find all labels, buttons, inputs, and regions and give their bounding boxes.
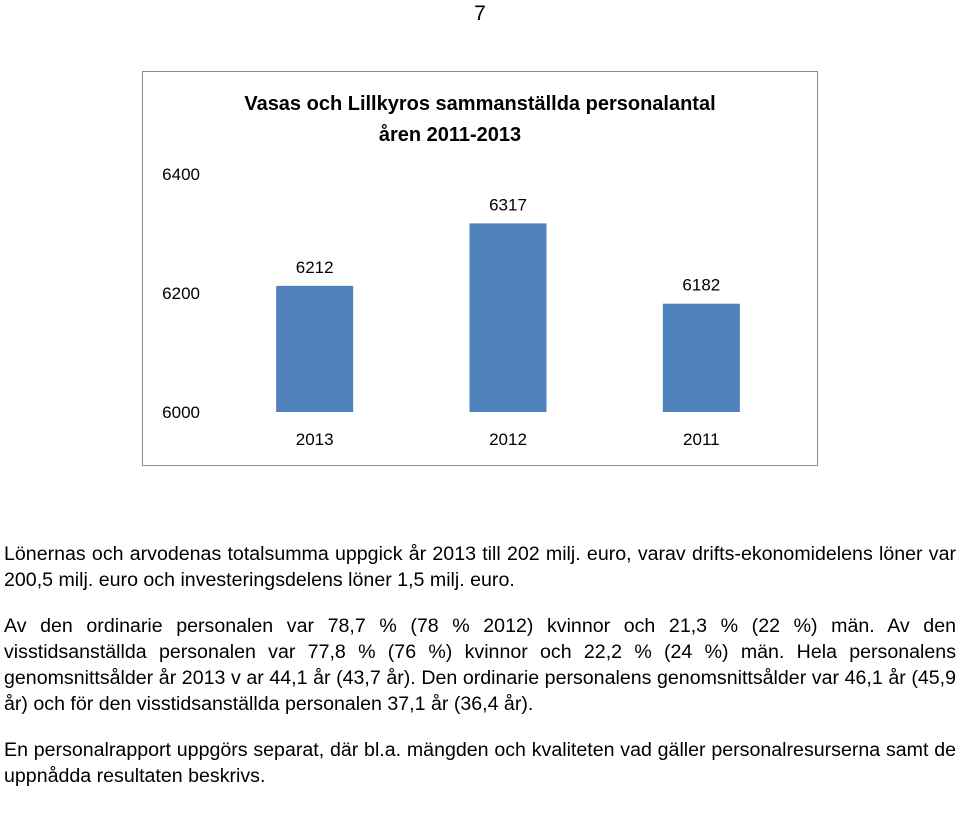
bar-2013 xyxy=(276,285,354,412)
bars xyxy=(276,223,740,412)
paragraph-salaries: Lönernas och arvodenas totalsumma uppgic… xyxy=(4,543,956,591)
data-label-2013: 6212 xyxy=(296,258,334,277)
x-tick-label: 2012 xyxy=(489,430,527,449)
y-axis-ticks: 6000 6200 6400 xyxy=(162,165,200,422)
bar-2012 xyxy=(469,223,547,412)
chart-title-line-1: Vasas och Lillkyros sammanställda person… xyxy=(244,93,715,115)
page-number: 7 xyxy=(474,2,486,25)
x-tick-label: 2013 xyxy=(296,430,334,449)
chart-svg: Vasas och Lillkyros sammanställda person… xyxy=(162,93,740,449)
x-tick-label: 2011 xyxy=(683,430,720,449)
chart-title-line-2: åren 2011-2013 xyxy=(379,123,521,146)
data-label-2011: 6182 xyxy=(682,276,720,295)
y-tick-label: 6400 xyxy=(162,165,200,184)
x-axis-labels: 2013 2012 2011 xyxy=(296,430,720,449)
data-label-2012: 6317 xyxy=(489,195,527,214)
paragraph-personnel-report: En personalrapport uppgörs separat, där … xyxy=(4,739,956,787)
bar-2011 xyxy=(662,303,740,412)
body-text: Lönernas och arvodenas totalsumma uppgic… xyxy=(4,541,956,789)
bar-chart: Vasas och Lillkyros sammanställda person… xyxy=(142,71,818,466)
paragraph-staff-composition: Av den ordinarie personalen var 78,7 % (… xyxy=(4,615,956,715)
data-labels: 6212 6317 6182 xyxy=(296,195,720,294)
y-tick-label: 6200 xyxy=(162,284,200,303)
y-tick-label: 6000 xyxy=(162,403,200,422)
